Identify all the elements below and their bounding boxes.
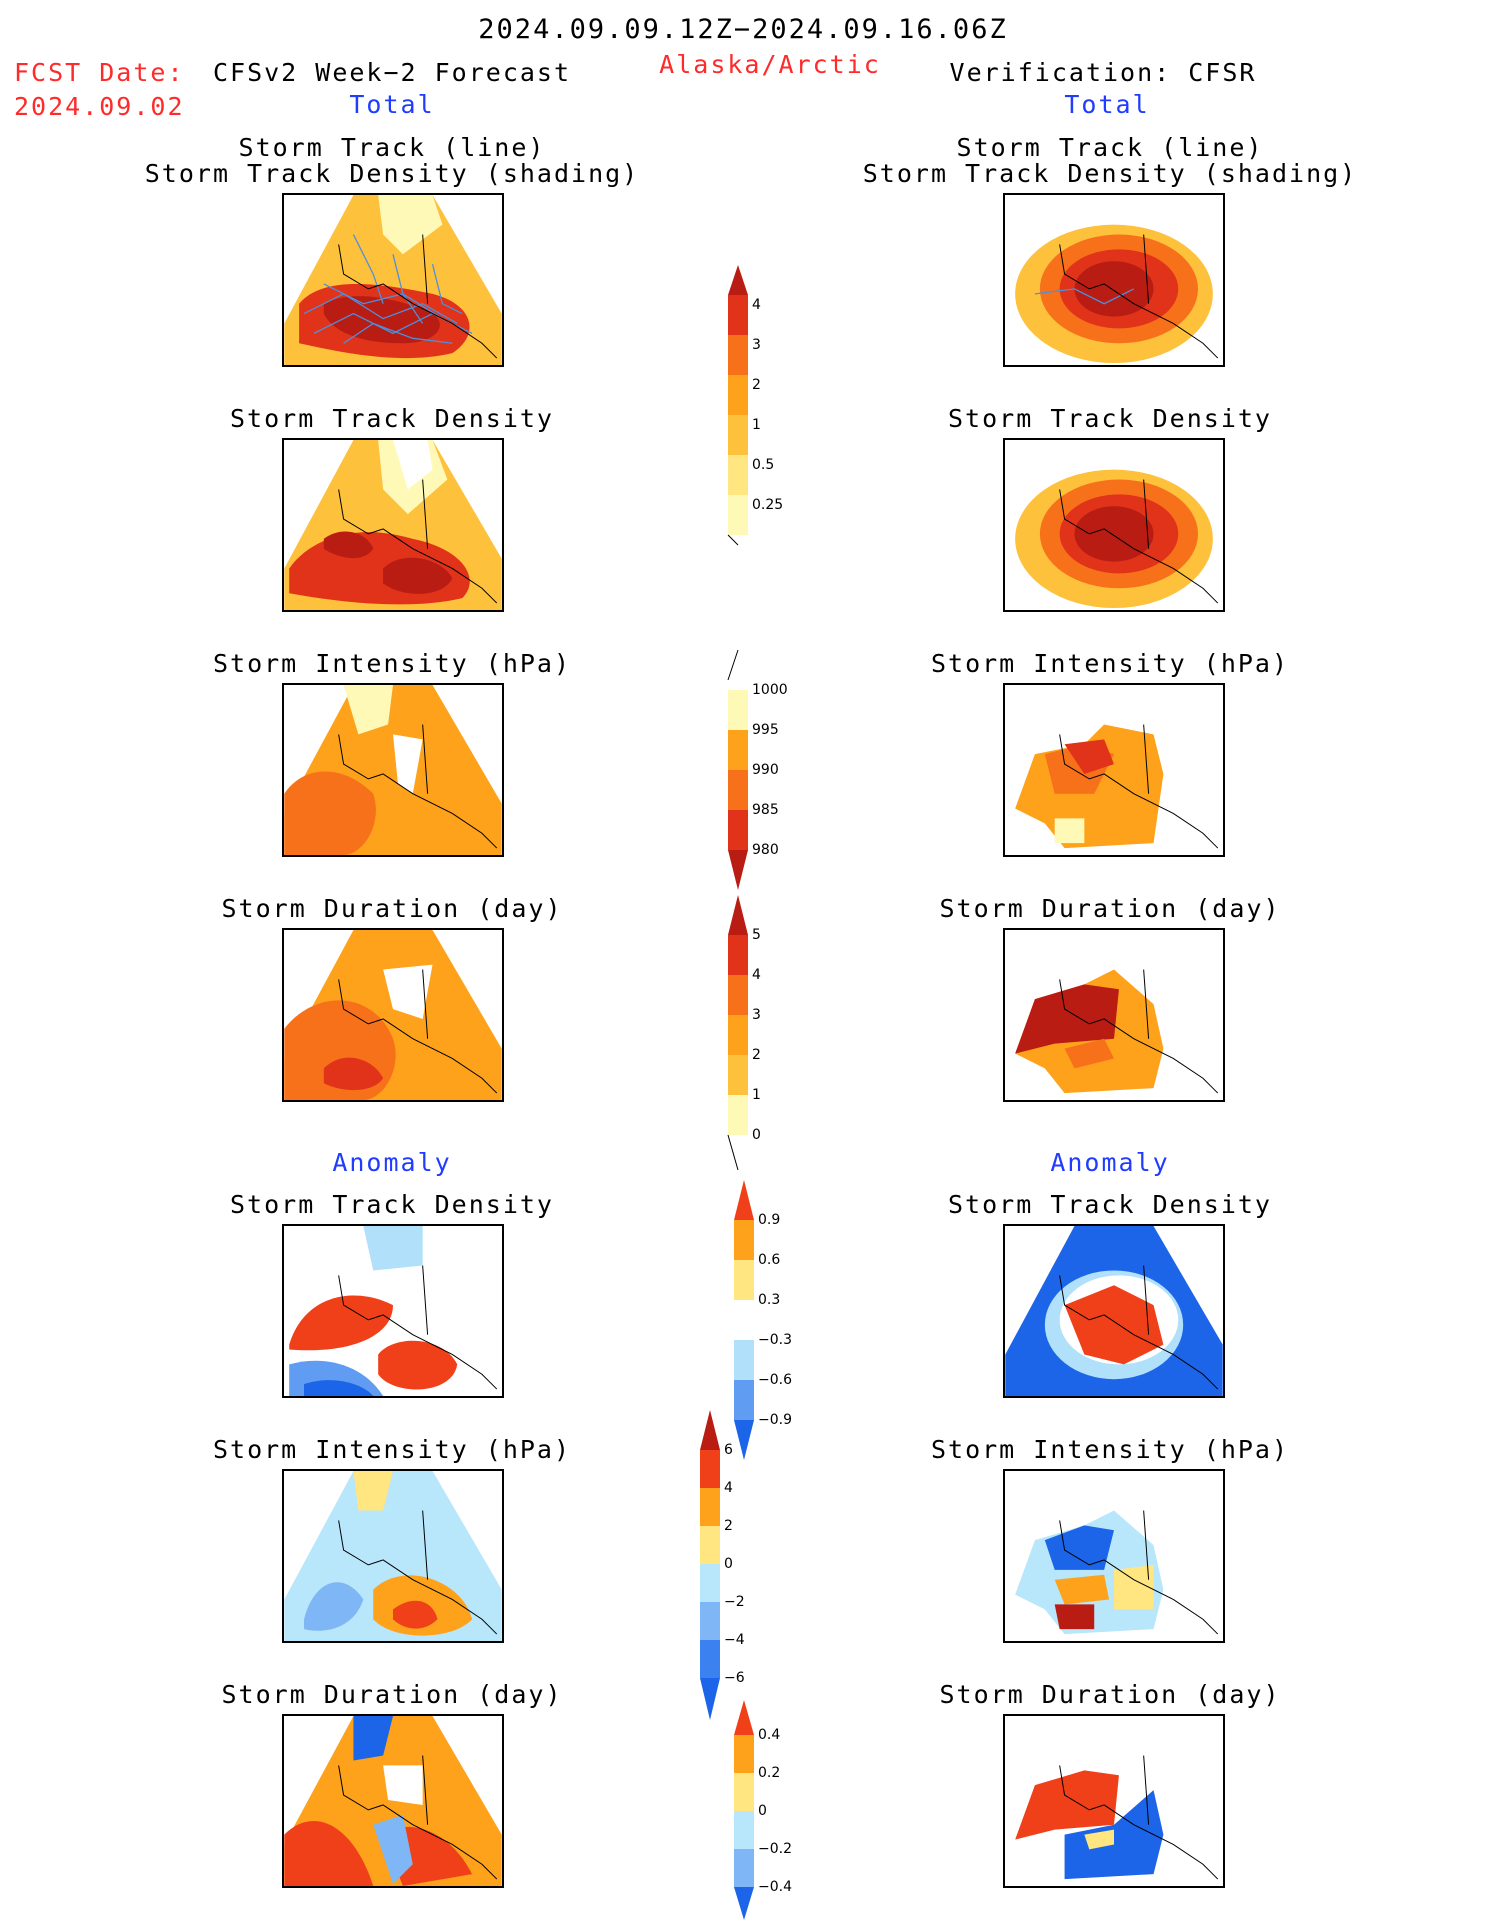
left-intensity-map <box>282 683 504 857</box>
tick-density-0-25: 0.25 <box>752 497 783 513</box>
right-density-title: Storm Track Density <box>948 404 1272 433</box>
tick-intensity-995: 995 <box>752 722 779 738</box>
tick-density-4: 4 <box>752 297 761 313</box>
right-anom-duration-title: Storm Duration (day) <box>939 1680 1281 1709</box>
fcst-date-value: 2024.09.02 <box>14 92 185 121</box>
left-anom-duration-map <box>282 1714 504 1888</box>
left-total-label: Total <box>349 90 435 119</box>
fcst-date-label: FCST Date: <box>14 58 185 87</box>
right-anomaly-label: Anomaly <box>1050 1148 1170 1177</box>
right-track-shading-title: Storm Track Density (shading) <box>862 159 1358 188</box>
colorbar-duration-total: 5 4 3 2 1 0 <box>727 895 808 1175</box>
tick-duration-0: 0 <box>752 1127 761 1143</box>
right-column-title: Verification: CFSR <box>949 58 1257 87</box>
right-duration-map <box>1003 928 1225 1102</box>
colorbar-intensity-total: 1000 995 990 985 980 <box>727 649 808 890</box>
tick-density-0-5: 0.5 <box>752 457 774 473</box>
right-anom-density-map <box>1003 1224 1225 1398</box>
tick-anom-intensity-neg-2: −2 <box>724 1594 745 1610</box>
left-column-title: CFSv2 Week−2 Forecast <box>212 58 572 87</box>
tick-anom-duration-neg-0-4: −0.4 <box>758 1879 792 1895</box>
tick-density-2: 2 <box>752 377 761 393</box>
tick-intensity-990: 990 <box>752 762 779 778</box>
left-anom-density-map <box>282 1224 504 1398</box>
right-anom-intensity-map <box>1003 1469 1225 1643</box>
left-duration-map <box>282 928 504 1102</box>
left-density-title: Storm Track Density <box>230 404 554 433</box>
tick-duration-2: 2 <box>752 1047 761 1063</box>
right-density-map <box>1003 438 1225 612</box>
left-track-shading-title: Storm Track Density (shading) <box>144 159 640 188</box>
tick-density-1: 1 <box>752 417 761 433</box>
left-intensity-title: Storm Intensity (hPa) <box>212 649 572 678</box>
tick-duration-1: 1 <box>752 1087 761 1103</box>
right-track-line-title: Storm Track (line) <box>956 133 1264 162</box>
tick-anom-duration-neg-0-2: −0.2 <box>758 1841 792 1857</box>
tick-duration-5: 5 <box>752 927 761 943</box>
left-density-map <box>282 438 504 612</box>
tick-anom-density-neg-0-6: −0.6 <box>758 1372 792 1388</box>
tick-duration-4: 4 <box>752 967 761 983</box>
left-anom-density-title: Storm Track Density <box>230 1190 554 1219</box>
tick-anom-intensity-neg-6: −6 <box>724 1670 745 1686</box>
right-anom-intensity-title: Storm Intensity (hPa) <box>930 1435 1290 1464</box>
tick-intensity-980: 980 <box>752 842 779 858</box>
left-track-line-title: Storm Track (line) <box>238 133 546 162</box>
tick-anom-density-0-3: 0.3 <box>758 1292 780 1308</box>
right-anom-density-title: Storm Track Density <box>948 1190 1272 1219</box>
tick-anom-density-neg-0-3: −0.3 <box>758 1332 792 1348</box>
period-title: 2024.09.09.12Z−2024.09.16.06Z <box>478 14 1008 45</box>
tick-anom-intensity-0: 0 <box>724 1556 733 1572</box>
tick-anom-density-0-9: 0.9 <box>758 1212 780 1228</box>
tick-anom-duration-0-2: 0.2 <box>758 1765 780 1781</box>
left-anom-intensity-map <box>282 1469 504 1643</box>
tick-density-3: 3 <box>752 337 761 353</box>
tick-anom-intensity-4: 4 <box>724 1480 733 1496</box>
colorbar-duration-anomaly: 0.4 0.2 0 −0.2 −0.4 <box>734 1700 814 1920</box>
tick-anom-intensity-6: 6 <box>724 1442 733 1458</box>
right-intensity-title: Storm Intensity (hPa) <box>930 649 1290 678</box>
tick-intensity-1000: 1000 <box>752 682 788 698</box>
right-anom-duration-map <box>1003 1714 1225 1888</box>
right-total-label: Total <box>1064 90 1150 119</box>
tick-intensity-985: 985 <box>752 802 779 818</box>
colorbar-intensity-anomaly: 6 4 2 0 −2 −4 −6 <box>700 1410 780 1720</box>
colorbar-density-total: 4 3 2 1 0.5 0.25 <box>727 265 808 546</box>
right-intensity-map <box>1003 683 1225 857</box>
tick-anom-duration-0: 0 <box>758 1803 767 1819</box>
left-anom-intensity-title: Storm Intensity (hPa) <box>212 1435 572 1464</box>
left-anomaly-label: Anomaly <box>332 1148 452 1177</box>
tick-anom-density-0-6: 0.6 <box>758 1252 780 1268</box>
colorbar-density-anomaly: 0.9 0.6 0.3 −0.3 −0.6 −0.9 <box>734 1180 814 1460</box>
left-anom-duration-title: Storm Duration (day) <box>221 1680 563 1709</box>
right-duration-title: Storm Duration (day) <box>939 894 1281 923</box>
left-track-map <box>282 193 504 367</box>
region-label: Alaska/Arctic <box>659 50 881 79</box>
right-track-map <box>1003 193 1225 367</box>
left-duration-title: Storm Duration (day) <box>221 894 563 923</box>
tick-anom-intensity-2: 2 <box>724 1518 733 1534</box>
tick-anom-intensity-neg-4: −4 <box>724 1632 745 1648</box>
tick-anom-density-neg-0-9: −0.9 <box>758 1412 792 1428</box>
tick-duration-3: 3 <box>752 1007 761 1023</box>
tick-anom-duration-0-4: 0.4 <box>758 1727 780 1743</box>
